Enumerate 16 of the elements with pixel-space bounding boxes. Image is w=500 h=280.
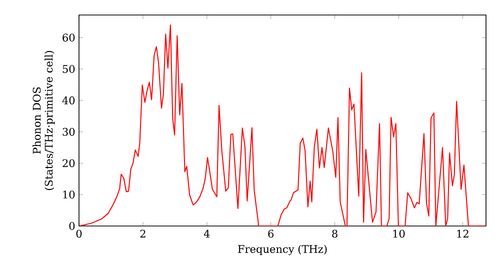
x-tick-label: 8 (332, 230, 338, 238)
y-tick-label: 60 (62, 34, 75, 42)
y-tick-label: 40 (62, 96, 75, 104)
y-tick-label: 0 (69, 222, 75, 230)
x-axis-title: Frequency (THz) (238, 244, 327, 256)
y-tick-label: 10 (63, 190, 75, 199)
y-tick-label: 20 (62, 159, 75, 168)
x-tick-label: 10 (393, 230, 405, 238)
y-tick-label: 30 (62, 128, 75, 136)
x-tick-label: 12 (457, 230, 468, 238)
y-tick-label: 50 (62, 65, 75, 73)
x-tick-label: 0 (76, 230, 82, 238)
x-tick-label: 2 (140, 230, 146, 238)
x-tick-label: 4 (204, 230, 210, 238)
x-tick-label: 6 (268, 230, 274, 238)
y-axis-title: Phonon DOS (States/THz·primitive cell) (32, 50, 55, 190)
